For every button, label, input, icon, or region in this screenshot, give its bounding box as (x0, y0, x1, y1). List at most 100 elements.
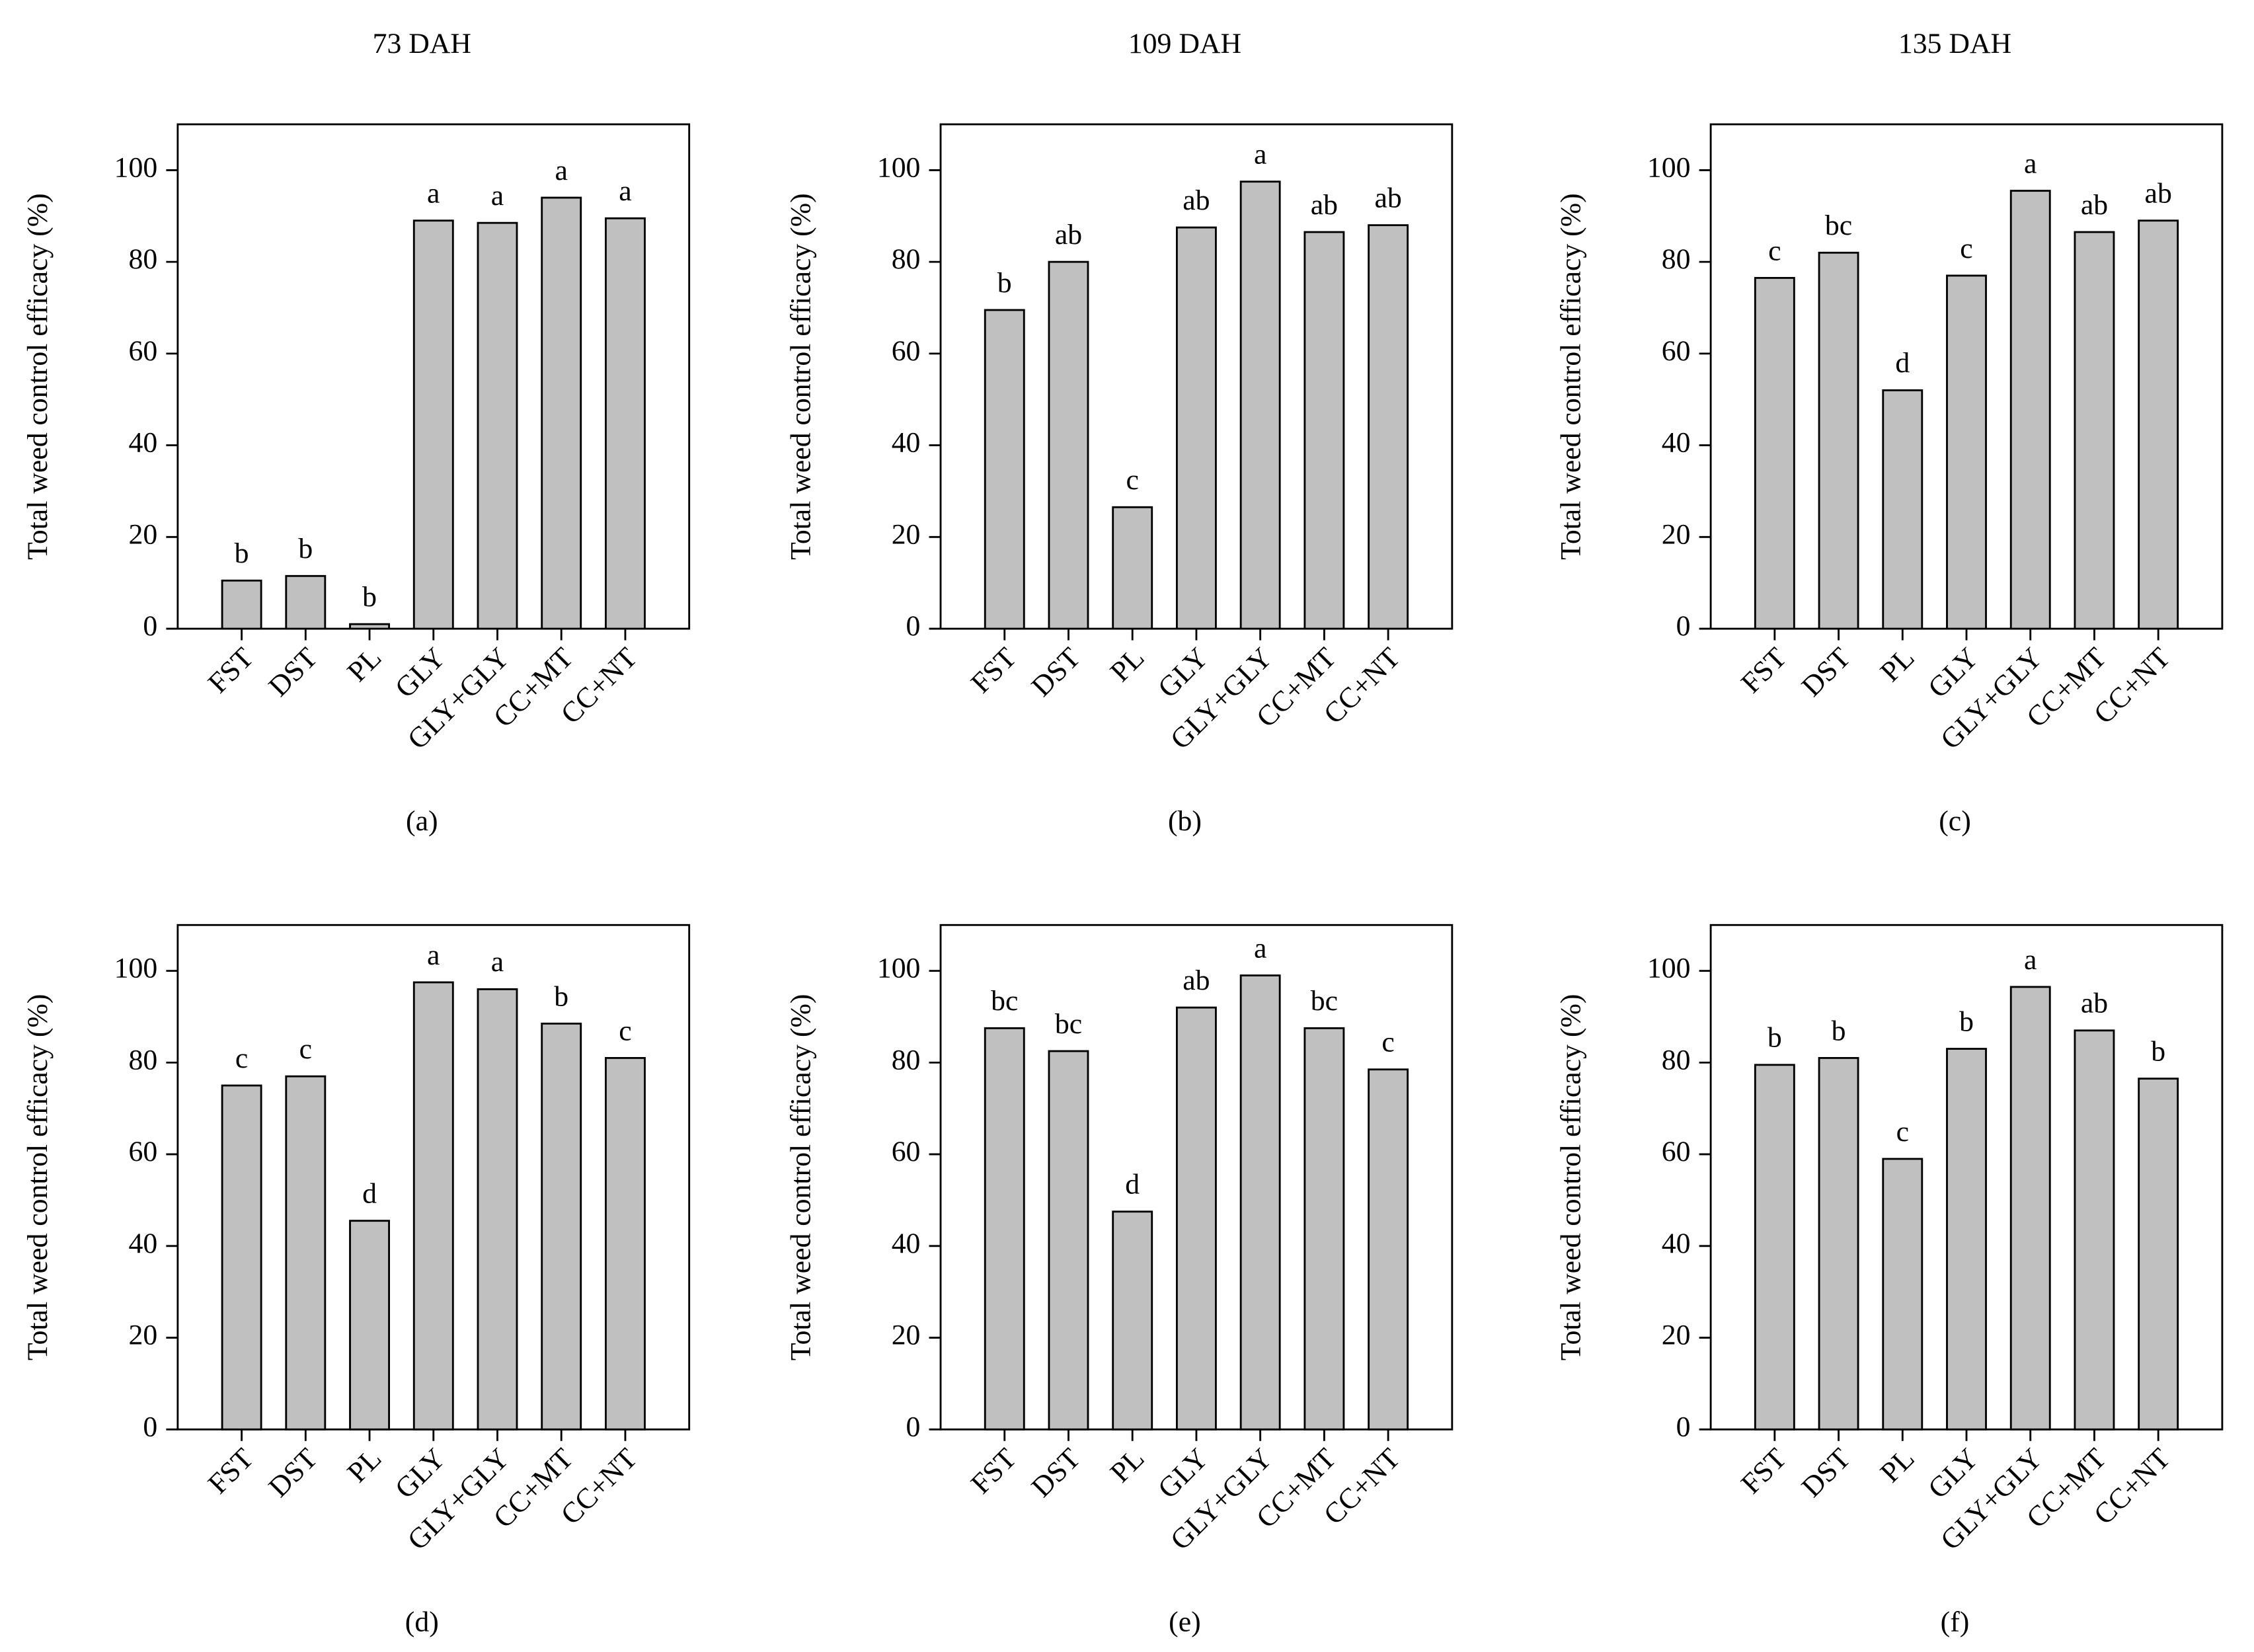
significance-letter: c (619, 1015, 631, 1046)
y-tick-label: 0 (143, 1411, 157, 1442)
significance-letter: bc (1055, 1008, 1082, 1040)
significance-letter: a (491, 946, 504, 978)
y-tick-label: 100 (1647, 151, 1691, 183)
y-tick-label: 20 (892, 518, 921, 550)
y-axis-label: Total weed control efficacy (%) (22, 193, 54, 560)
y-axis-label: Total weed control efficacy (%) (785, 994, 816, 1361)
bar (605, 1057, 646, 1431)
significance-letter: ab (1183, 964, 1210, 996)
bar (1946, 274, 1987, 630)
y-tick-label: 60 (892, 1136, 921, 1167)
x-tick-label: FST (202, 642, 260, 699)
x-tick-label: PL (1875, 1442, 1921, 1489)
y-tick-label: 60 (892, 335, 921, 367)
panel-label: (a) (406, 805, 438, 837)
y-tick-label: 100 (114, 151, 158, 183)
x-tick-label: FST (1735, 642, 1793, 699)
bar (984, 309, 1025, 630)
bar (285, 574, 327, 630)
bar (541, 196, 582, 630)
bar (349, 1220, 390, 1431)
y-tick-label: 0 (143, 610, 157, 642)
y-tick-label: 40 (1662, 427, 1691, 459)
bar (349, 623, 390, 630)
significance-letter: a (427, 939, 440, 971)
significance-letter: c (299, 1033, 312, 1065)
significance-letter: bc (1825, 210, 1852, 241)
significance-letter: b (554, 980, 568, 1012)
y-tick-label: 40 (892, 1228, 921, 1259)
bar (1175, 1006, 1217, 1431)
y-tick-label: 100 (1647, 953, 1691, 984)
significance-letter: bc (1311, 985, 1338, 1017)
bar (2138, 1078, 2179, 1431)
x-tick-label: PL (1104, 1442, 1150, 1489)
significance-letter: a (1254, 932, 1266, 964)
bar (412, 219, 454, 630)
column-title: 109 DAH (1128, 28, 1241, 59)
y-tick-label: 40 (129, 1228, 158, 1259)
bar (1303, 231, 1345, 630)
y-tick-label: 80 (892, 1044, 921, 1076)
bar (2138, 219, 2179, 630)
bar (1048, 260, 1089, 630)
significance-letter: a (2024, 147, 2037, 179)
significance-letter: ab (2081, 189, 2108, 221)
bar (1882, 389, 1924, 630)
bar (1818, 1057, 1859, 1431)
significance-letter: c (235, 1042, 248, 1074)
y-tick-label: 60 (129, 1136, 158, 1167)
bar (477, 221, 518, 630)
bar (1882, 1158, 1924, 1431)
significance-letter: ab (1374, 182, 1401, 214)
significance-letter: c (1960, 233, 1972, 264)
bar (605, 217, 646, 630)
y-tick-label: 60 (1662, 335, 1691, 367)
x-tick-label: DST (1025, 1442, 1086, 1503)
y-tick-label: 80 (1662, 243, 1691, 275)
y-tick-label: 20 (1662, 518, 1691, 550)
bar (1175, 226, 1217, 630)
x-tick-label: PL (1875, 642, 1921, 688)
y-tick-label: 80 (129, 243, 158, 275)
y-tick-label: 20 (892, 1319, 921, 1351)
significance-letter: a (491, 180, 504, 212)
y-tick-label: 60 (1662, 1136, 1691, 1167)
y-tick-label: 0 (906, 1411, 921, 1442)
y-tick-label: 40 (1662, 1228, 1691, 1259)
y-tick-label: 100 (114, 953, 158, 984)
y-tick-label: 0 (1676, 610, 1691, 642)
y-tick-label: 80 (892, 243, 921, 275)
bar (1818, 251, 1859, 630)
y-tick-label: 20 (1662, 1319, 1691, 1351)
x-tick-label: DST (1795, 1442, 1856, 1503)
y-axis-label: Total weed control efficacy (%) (22, 994, 54, 1361)
y-tick-label: 100 (877, 953, 921, 984)
y-tick-label: 40 (892, 427, 921, 459)
significance-letter: b (1832, 1015, 1846, 1046)
bar (984, 1027, 1025, 1431)
bar (1112, 506, 1153, 630)
panel-label: (e) (1169, 1606, 1201, 1637)
bar (1303, 1027, 1345, 1431)
bar (541, 1022, 582, 1431)
significance-letter: b (1768, 1022, 1782, 1054)
significance-letter: d (362, 1178, 377, 1210)
y-tick-label: 100 (877, 151, 921, 183)
y-tick-label: 20 (129, 518, 158, 550)
significance-letter: d (1895, 347, 1910, 379)
x-tick-label: FST (202, 1442, 260, 1500)
significance-letter: b (997, 267, 1012, 299)
significance-letter: ab (1311, 189, 1338, 221)
x-tick-label: FST (1735, 1442, 1793, 1500)
bar (1048, 1050, 1089, 1431)
x-tick-label: FST (965, 642, 1023, 699)
significance-letter: c (1896, 1116, 1909, 1148)
significance-letter: b (362, 581, 377, 613)
x-tick-label: DST (262, 642, 323, 703)
bar (285, 1075, 327, 1431)
panel-label: (f) (1941, 1606, 1970, 1637)
significance-letter: a (1254, 139, 1266, 171)
